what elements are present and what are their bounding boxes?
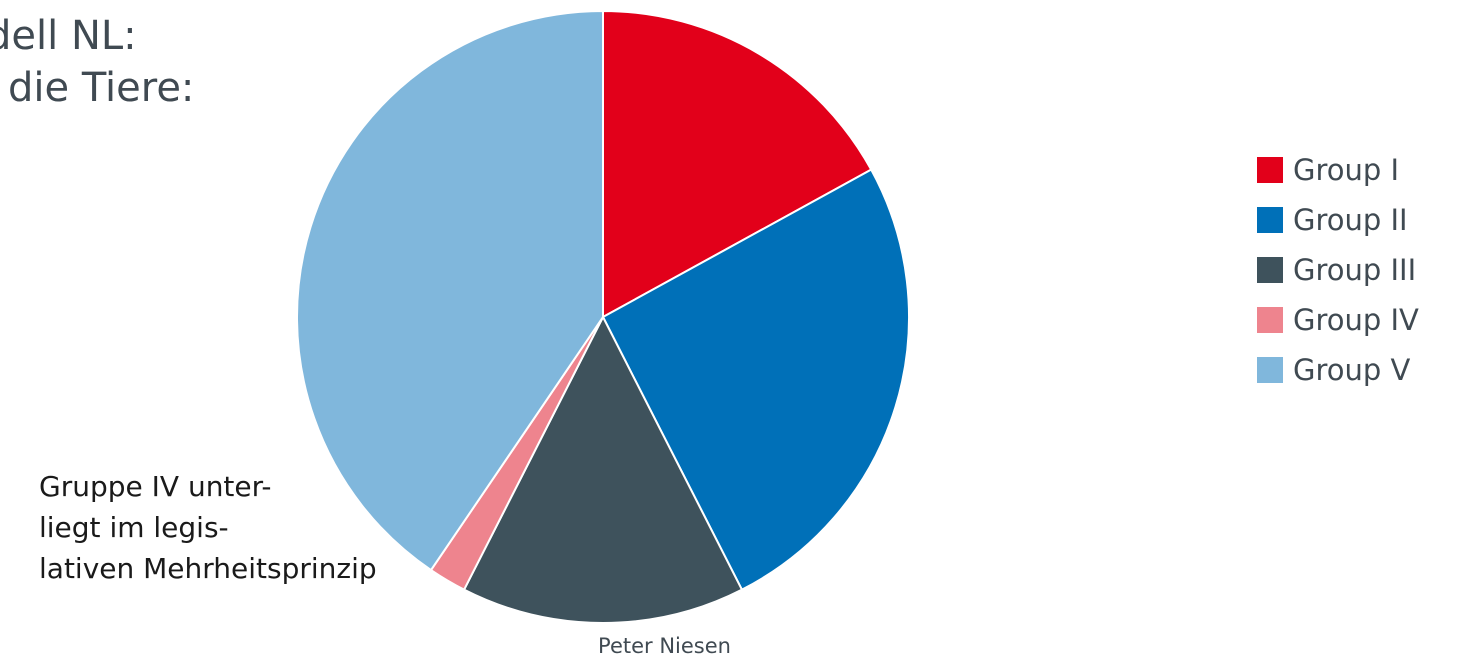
footer-author: Peter Niesen xyxy=(598,634,731,658)
slide-title: dell NL: die Tiere: xyxy=(0,10,194,114)
pie-slice-group-v xyxy=(296,9,604,572)
legend-swatch-group-iii xyxy=(1257,257,1283,283)
legend-label-group-i: Group I xyxy=(1293,153,1400,187)
legend-swatch-group-ii xyxy=(1257,207,1283,233)
footer: Peter Niesen xyxy=(0,634,1479,658)
legend-item-group-i: Group I xyxy=(1257,146,1419,194)
pie-slice-group-ii xyxy=(601,168,910,591)
legend-item-group-v: Group V xyxy=(1257,346,1419,394)
legend-item-group-iii: Group III xyxy=(1257,246,1419,294)
annotation-text: Gruppe IV unter- liegt im legis- lativen… xyxy=(39,466,377,589)
legend-item-group-iv: Group IV xyxy=(1257,296,1419,344)
legend-label-group-v: Group V xyxy=(1293,353,1411,387)
annotation-line-1: Gruppe IV unter- xyxy=(39,470,272,503)
annotation-line-2: liegt im legis- xyxy=(39,511,229,544)
pie-slice-group-iii xyxy=(462,314,744,625)
annotation-line-3: lativen Mehrheitsprinzip xyxy=(39,552,377,585)
legend-swatch-group-i xyxy=(1257,157,1283,183)
pie-slice-group-i xyxy=(602,9,873,319)
legend-label-group-iii: Group III xyxy=(1293,253,1417,287)
legend-swatch-group-v xyxy=(1257,357,1283,383)
legend-label-group-ii: Group II xyxy=(1293,203,1408,237)
slide-title-line-1: dell NL: xyxy=(0,13,137,59)
chart-legend: Group I Group II Group III Group IV Grou… xyxy=(1257,146,1419,396)
legend-label-group-iv: Group IV xyxy=(1293,303,1419,337)
legend-item-group-ii: Group II xyxy=(1257,196,1419,244)
legend-swatch-group-iv xyxy=(1257,307,1283,333)
slide-title-line-2: die Tiere: xyxy=(8,65,195,111)
